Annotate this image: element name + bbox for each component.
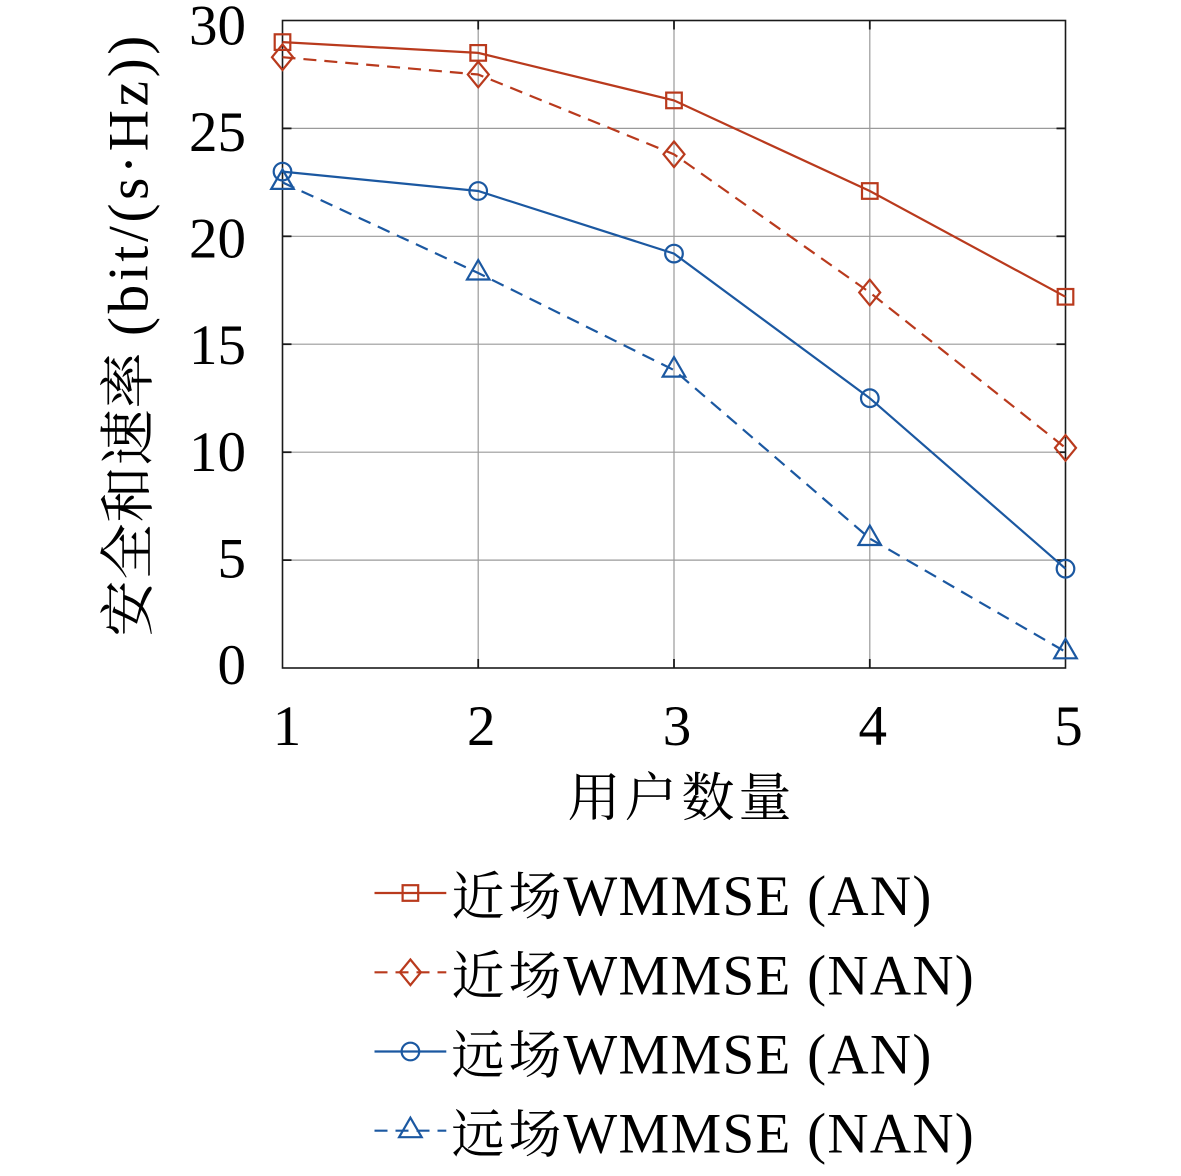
svg-text:WMMSE (AN): WMMSE (AN) bbox=[563, 1024, 932, 1087]
svg-text:0: 0 bbox=[218, 634, 247, 697]
svg-text:10: 10 bbox=[189, 421, 246, 484]
svg-text:5: 5 bbox=[218, 527, 247, 590]
svg-text:2: 2 bbox=[467, 695, 496, 758]
svg-text:1: 1 bbox=[273, 695, 302, 758]
svg-text:(bit/(s·Hz)): (bit/(s·Hz)) bbox=[98, 32, 161, 336]
svg-text:25: 25 bbox=[189, 101, 246, 164]
svg-text:WMMSE (NAN): WMMSE (NAN) bbox=[563, 944, 975, 1007]
svg-text:15: 15 bbox=[189, 314, 246, 377]
svg-text:WMMSE (AN): WMMSE (AN) bbox=[563, 865, 932, 928]
svg-text:3: 3 bbox=[663, 695, 692, 758]
svg-text:4: 4 bbox=[859, 695, 888, 758]
svg-text:WMMSE (NAN): WMMSE (NAN) bbox=[563, 1103, 975, 1166]
svg-text:30: 30 bbox=[189, 0, 246, 58]
svg-text:5: 5 bbox=[1054, 695, 1083, 758]
svg-text:20: 20 bbox=[189, 208, 246, 271]
